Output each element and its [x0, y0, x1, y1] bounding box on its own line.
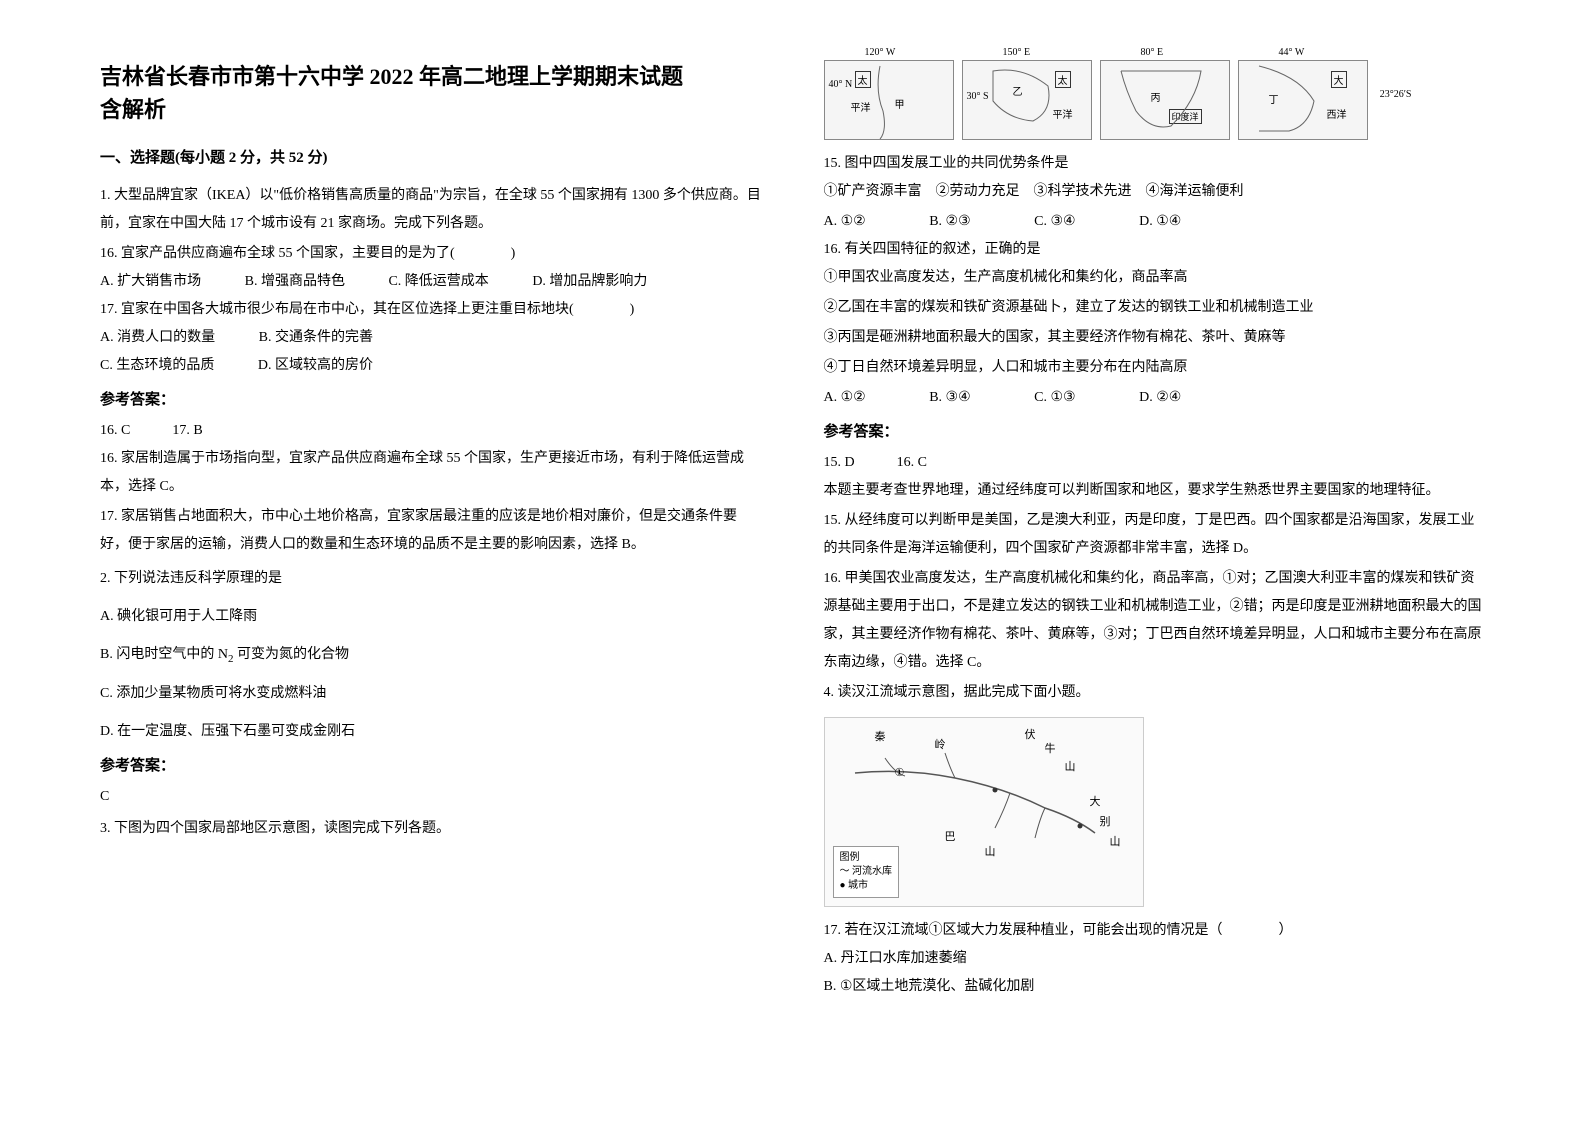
q16r-s3: ③丙国是砸洲耕地面积最大的国家，其主要经济作物有棉花、茶叶、黄麻等 [824, 324, 1488, 352]
q15-opt-a: A. ①② [824, 208, 866, 236]
explain-16r: 16. 甲美国农业高度发达，生产高度机械化和集约化，商品率高，①对；乙国澳大利亚… [824, 565, 1488, 677]
explain-intro: 本题主要考查世界地理，通过经纬度可以判断国家和地区，要求学生熟悉世界主要国家的地… [824, 477, 1488, 505]
mt-qin: 秦 [875, 728, 886, 744]
explain-16: 16. 家居制造属于市场指向型，宜家产品供应商遍布全球 55 个国家，生产更接近… [100, 445, 764, 501]
mt-circle1: ① [895, 766, 905, 779]
q2-opt-a: A. 碘化银可用于人工降雨 [100, 603, 764, 631]
q17-opt-b: B. 交通条件的完善 [259, 324, 373, 352]
q17-opt-d: D. 区域较高的房价 [258, 352, 373, 380]
legend-river-label: 河流水库 [852, 866, 892, 877]
answer-1617: 16. C 17. B [100, 417, 764, 445]
q16r-s1: ①甲国农业高度发达，生产高度机械化和集约化，商品率高 [824, 264, 1488, 292]
map-panel-3: 80° E 23°26′N 丙 印度洋 [1100, 60, 1230, 140]
q16r-s2: ②乙国在丰富的煤炭和铁矿资源基础卜，建立了发达的钢铁工业和机械制造工业 [824, 294, 1488, 322]
q17: 17. 宜家在中国各大城市很少布局在市中心，其在区位选择上更注重目标地块( ) [100, 296, 764, 324]
q2-opt-d: D. 在一定温度、压强下石墨可变成金刚石 [100, 718, 764, 746]
q1-intro: 1. 大型品牌宜家（IKEA）以"低价格销售高质量的商品"为宗旨，在全球 55 … [100, 182, 764, 238]
han-river-figure: 秦 岭 伏 牛 山 ① 巴 山 大 别 山 图例 ～ 河流水库 ● 城市 [824, 717, 1144, 907]
q16-opt-a: A. 扩大销售市场 [100, 268, 201, 296]
mt-fu: 伏 [1025, 726, 1036, 742]
q17-options-row2: C. 生态环境的品质 D. 区域较高的房价 [100, 352, 764, 380]
mt-ba: 巴 [945, 828, 956, 844]
maps-container: 120° W 40° N 太 甲 平洋 150° E 30° S 乙 太 平洋 … [824, 60, 1488, 140]
q16: 16. 宜家产品供应商遍布全球 55 个国家，主要目的是为了( ) [100, 240, 764, 268]
title-line-1: 吉林省长春市市第十六中学 2022 年高二地理上学期期末试题 [100, 60, 764, 93]
explain-17: 17. 家居销售占地面积大，市中心土地价格高，宜家家居最注重的应该是地价相对廉价… [100, 503, 764, 559]
q17r-opt-b: B. ①区域土地荒漠化、盐碱化加剧 [824, 973, 1488, 1001]
q2-opt-c: C. 添加少量某物质可将水变成燃料油 [100, 680, 764, 708]
mt-bie: 别 [1100, 813, 1111, 829]
map3-coastline-icon [1101, 61, 1231, 141]
q16-opt-b: B. 增强商品特色 [245, 268, 345, 296]
map4-coord: 23°26′S [1380, 89, 1412, 100]
q16r-opt-a: A. ①② [824, 384, 866, 412]
document-title: 吉林省长春市市第十六中学 2022 年高二地理上学期期末试题 含解析 [100, 60, 764, 126]
section-header: 一、选择题(每小题 2 分，共 52 分) [100, 146, 764, 167]
q17r-opt-a: A. 丹江口水库加速萎缩 [824, 945, 1488, 973]
answer-label-2: 参考答案： [100, 754, 764, 775]
q17-options-row1: A. 消费人口的数量 B. 交通条件的完善 [100, 324, 764, 352]
map3-top: 80° E [1141, 47, 1164, 58]
map1-top: 120° W [865, 47, 896, 58]
mt-shan2: 山 [985, 843, 996, 859]
q16r-s4: ④丁日自然环境差异明显，人口和城市主要分布在内陆高原 [824, 354, 1488, 382]
q16r-opt-c: C. ①③ [1034, 384, 1075, 412]
legend-city-label: 城市 [848, 880, 868, 891]
answer-1516: 15. D 16. C [824, 449, 1488, 477]
q16r: 16. 有关四国特征的叙述，正确的是 [824, 236, 1488, 264]
map4-top: 44° W [1279, 47, 1305, 58]
q15-opt-d: D. ①④ [1139, 208, 1181, 236]
map1-coastline-icon [825, 61, 955, 141]
q17-opt-a: A. 消费人口的数量 [100, 324, 215, 352]
answer-label-r: 参考答案： [824, 420, 1488, 441]
q15-opt-b: B. ②③ [929, 208, 970, 236]
q3: 3. 下图为四个国家局部地区示意图，读图完成下列各题。 [100, 815, 764, 843]
mt-niu: 牛 [1045, 740, 1056, 756]
map-panel-4: 44° W 23°26′S 丁 大 西洋 [1238, 60, 1368, 140]
q15-items: ①矿产资源丰富 ②劳动力充足 ③科学技术先进 ④海洋运输便利 [824, 178, 1488, 206]
explain-15: 15. 从经纬度可以判断甲是美国，乙是澳大利亚，丙是印度，丁是巴西。四个国家都是… [824, 507, 1488, 563]
title-line-2: 含解析 [100, 93, 764, 126]
left-column: 吉林省长春市市第十六中学 2022 年高二地理上学期期末试题 含解析 一、选择题… [100, 60, 764, 1062]
q16r-options: A. ①② B. ③④ C. ①③ D. ②④ [824, 384, 1488, 412]
map2-top: 150° E [1003, 47, 1031, 58]
q2-opt-b: B. 闪电时空气中的 N2 可变为氮的化合物 [100, 641, 764, 670]
q2: 2. 下列说法违反科学原理的是 [100, 565, 764, 593]
answer-label-1: 参考答案： [100, 388, 764, 409]
q2-opt-b-suffix: 可变为氮的化合物 [233, 647, 349, 662]
q2-opt-b-prefix: B. 闪电时空气中的 N [100, 647, 228, 662]
mt-ling: 岭 [935, 736, 946, 752]
map-panel-2: 150° E 30° S 乙 太 平洋 [962, 60, 1092, 140]
map-panel-1: 120° W 40° N 太 甲 平洋 [824, 60, 954, 140]
q15-options: A. ①② B. ②③ C. ③④ D. ①④ [824, 208, 1488, 236]
mt-shan3: 山 [1110, 833, 1121, 849]
q4: 4. 读汉江流域示意图，据此完成下面小题。 [824, 679, 1488, 707]
q16-options: A. 扩大销售市场 B. 增强商品特色 C. 降低运营成本 D. 增加品牌影响力 [100, 268, 764, 296]
legend-city: ● 城市 [840, 879, 893, 893]
legend-box: 图例 ～ 河流水库 ● 城市 [833, 846, 900, 898]
q16r-opt-b: B. ③④ [929, 384, 970, 412]
legend-river: ～ 河流水库 [840, 865, 893, 879]
answer-2: C [100, 783, 764, 811]
q15: 15. 图中四国发展工业的共同优势条件是 [824, 150, 1488, 178]
q15-opt-c: C. ③④ [1034, 208, 1075, 236]
q16-opt-d: D. 增加品牌影响力 [532, 268, 647, 296]
legend-title: 图例 [840, 851, 893, 865]
q16r-opt-d: D. ②④ [1139, 384, 1181, 412]
right-column: 120° W 40° N 太 甲 平洋 150° E 30° S 乙 太 平洋 … [824, 60, 1488, 1062]
mt-da: 大 [1090, 793, 1101, 809]
map2-coastline-icon [963, 61, 1093, 141]
mt-shan1: 山 [1065, 758, 1076, 774]
q16-opt-c: C. 降低运营成本 [388, 268, 488, 296]
q17r: 17. 若在汉江流域①区域大力发展种植业，可能会出现的情况是（ ） [824, 917, 1488, 945]
map4-coastline-icon [1239, 61, 1369, 141]
q17-opt-c: C. 生态环境的品质 [100, 352, 214, 380]
